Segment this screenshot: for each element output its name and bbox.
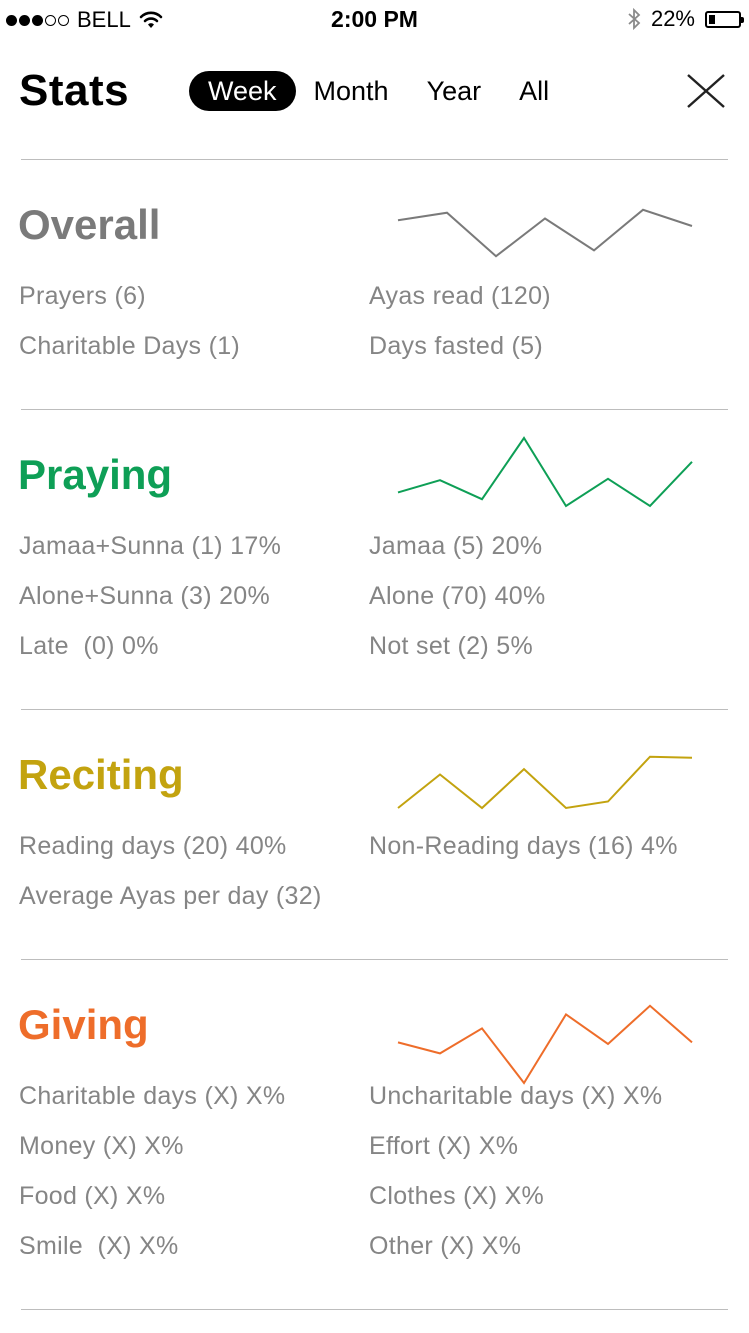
battery-percent: 22% <box>650 6 695 31</box>
tab-year[interactable]: Year <box>426 76 482 106</box>
giving-stat-smile: Smile (X) X% <box>19 1232 179 1260</box>
bluetooth-icon <box>628 7 641 31</box>
sparkline-path <box>397 755 693 810</box>
divider <box>21 409 728 410</box>
status-bar: BELL 2:00 PM 22% <box>0 0 749 40</box>
sparkline-path <box>397 208 693 258</box>
reciting-stat-average-ayas: Average Ayas per day (32) <box>19 882 322 910</box>
giving-stat-money: Money (X) X% <box>19 1132 184 1160</box>
page-title: Stats <box>19 66 130 115</box>
giving-stat-effort: Effort (X) X% <box>369 1132 519 1160</box>
status-left: BELL <box>6 7 163 33</box>
giving-stat-food: Food (X) X% <box>19 1182 166 1210</box>
signal-strength-icon <box>6 14 69 26</box>
praying-stat-jamaa: Jamaa (5) 20% <box>369 532 543 560</box>
tab-all[interactable]: All <box>519 76 550 106</box>
praying-stat-not-set: Not set (2) 5% <box>369 632 533 660</box>
praying-stat-alone-sunna: Alone+Sunna (3) 20% <box>19 582 271 610</box>
overall-stat-charitable-days: Charitable Days (1) <box>19 332 241 360</box>
battery-icon <box>705 10 744 28</box>
sparkline-path <box>397 1004 693 1085</box>
sparkline-path <box>397 436 693 508</box>
wifi-icon <box>139 11 163 28</box>
giving-stat-uncharitable-days: Uncharitable days (X) X% <box>369 1082 663 1110</box>
praying-stat-late: Late (0) 0% <box>19 632 159 660</box>
praying-stat-jamaa-sunna: Jamaa+Sunna (1) 17% <box>19 532 282 560</box>
status-time: 2:00 PM <box>331 6 418 32</box>
tab-month[interactable]: Month <box>313 76 389 106</box>
divider <box>21 709 728 710</box>
section-title-reciting: Reciting <box>18 751 184 798</box>
reciting-stat-reading-days: Reading days (20) 40% <box>19 832 287 860</box>
giving-trend-sparkline <box>397 1004 693 1085</box>
section-title-overall: Overall <box>18 201 161 248</box>
tab-week[interactable]: Week <box>189 71 296 111</box>
overall-trend-sparkline <box>397 208 693 258</box>
section-title-giving: Giving <box>18 1001 149 1048</box>
giving-stat-charitable-days: Charitable days (X) X% <box>19 1082 286 1110</box>
reciting-stat-non-reading-days: Non-Reading days (16) 4% <box>369 832 678 860</box>
giving-stat-other: Other (X) X% <box>369 1232 522 1260</box>
divider <box>21 159 728 160</box>
overall-stat-prayers: Prayers (6) <box>19 282 146 310</box>
period-tabs: Week Month Year All <box>189 71 568 111</box>
divider <box>21 959 728 960</box>
praying-stat-alone: Alone (70) 40% <box>369 582 546 610</box>
praying-trend-sparkline <box>397 436 693 508</box>
status-right: 22% <box>627 6 744 32</box>
overall-stat-days-fasted: Days fasted (5) <box>369 332 544 360</box>
reciting-trend-sparkline <box>397 755 693 810</box>
close-icon[interactable] <box>686 71 726 111</box>
divider <box>21 1309 728 1310</box>
overall-stat-ayas-read: Ayas read (120) <box>369 282 551 310</box>
carrier-name: BELL <box>77 7 131 32</box>
section-title-praying: Praying <box>18 451 173 498</box>
giving-stat-clothes: Clothes (X) X% <box>369 1182 545 1210</box>
